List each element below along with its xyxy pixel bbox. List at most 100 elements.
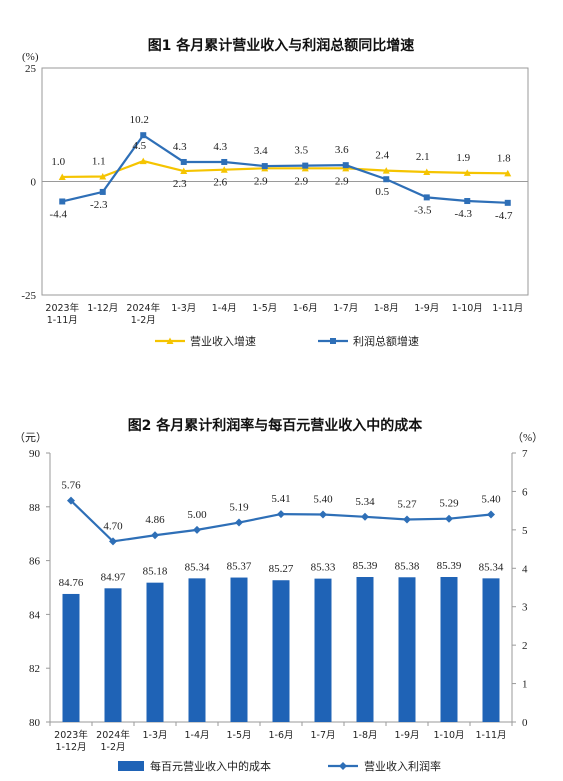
y-left-tick-label: 90 — [29, 448, 41, 460]
y-right-tick-label: 4 — [522, 563, 528, 575]
cost-bar-label: 85.39 — [353, 560, 378, 572]
profit-growth-point — [342, 162, 349, 169]
revenue-growth-label: 1.1 — [92, 156, 106, 168]
y-tick-label: -25 — [21, 290, 36, 302]
profit-growth-label: 4.3 — [213, 141, 227, 153]
profit-margin-point — [445, 514, 453, 523]
x-tick-label: 1-9月 — [394, 730, 419, 741]
profit-margin-point — [109, 537, 117, 546]
cost-bar-label: 84.76 — [59, 577, 84, 589]
x-tick-label: 1-8月 — [374, 303, 399, 314]
profit-growth-point — [504, 199, 511, 206]
legend-label-revenue-growth: 营业收入增速 — [190, 334, 256, 348]
y-left-axis-unit: （元） — [14, 431, 47, 444]
y-right-tick-label: 0 — [522, 717, 528, 729]
profit-growth-point — [221, 158, 228, 165]
y-right-tick-label: 1 — [522, 679, 528, 691]
profit-margin-point — [235, 518, 243, 527]
x-tick-label: 2024年 — [126, 302, 160, 314]
profit-margin-point — [277, 510, 285, 519]
x-tick-label: 1-11月 — [492, 303, 523, 314]
y-left-tick-label: 80 — [29, 717, 41, 729]
revenue-growth-point — [220, 166, 228, 173]
chart-title: 图2 各月累计利润率与每百元营业收入中的成本 — [128, 417, 424, 434]
y-right-tick-label: 2 — [522, 640, 528, 652]
x-tick-label: 1-5月 — [226, 730, 251, 741]
x-tick-label: 1-11月 — [475, 730, 506, 741]
profit-margin-label: 4.70 — [103, 520, 123, 532]
x-tick-label: 1-9月 — [414, 303, 439, 314]
revenue-growth-label: 1.8 — [497, 152, 511, 164]
revenue-growth-point — [58, 173, 66, 180]
cost-bar-label: 84.97 — [101, 571, 126, 583]
y-tick-label: 25 — [25, 63, 37, 75]
revenue-growth-point — [99, 173, 107, 180]
legend-label-profit-margin: 营业收入利润率 — [364, 759, 441, 773]
revenue-growth-label: 2.3 — [173, 178, 187, 190]
y-right-tick-label: 7 — [522, 448, 528, 460]
revenue-growth-point — [504, 169, 512, 177]
x-tick-label: 1-4月 — [184, 730, 209, 741]
x-tick-label: 1-12月 — [55, 742, 86, 753]
cost-bar-label: 85.34 — [185, 561, 210, 573]
series-line-profit-margin — [70, 499, 492, 543]
x-tick-label: 1-4月 — [212, 303, 237, 314]
x-tick-label: 1-10月 — [452, 303, 483, 314]
chart-profit-margin-cost: 图2 各月累计利润率与每百元营业收入中的成本 （元） （%） 90 88 86 84 82 80… — [14, 417, 543, 773]
cost-bar-label: 85.37 — [227, 561, 252, 573]
profit-growth-point — [383, 176, 390, 183]
x-tick-label: 1-6月 — [293, 303, 318, 314]
profit-margin-label: 5.29 — [439, 498, 459, 510]
profit-growth-point — [140, 132, 147, 139]
revenue-growth-point — [180, 167, 188, 175]
profit-margin-label: 5.41 — [271, 493, 290, 505]
y-left-tick-label: 88 — [29, 502, 41, 514]
profit-growth-label: 3.5 — [294, 145, 308, 157]
revenue-growth-label: 1.9 — [456, 152, 470, 164]
revenue-growth-label: 2.9 — [254, 175, 268, 187]
x-tick-label: 2024年 — [96, 729, 130, 741]
profit-growth-label: 3.4 — [254, 145, 268, 157]
legend-label-profit-growth: 利润总额增速 — [353, 334, 419, 348]
x-tick-label: 1-7月 — [310, 730, 335, 741]
revenue-growth-point — [463, 169, 471, 176]
cost-bar — [482, 578, 500, 722]
revenue-growth-label: 2.9 — [335, 175, 349, 187]
y-right-tick-label: 5 — [522, 525, 528, 537]
x-tick-label: 1-5月 — [252, 303, 277, 314]
y-tick-label: 0 — [31, 177, 37, 189]
x-tick-label: 1-11月 — [47, 315, 78, 326]
x-tick-label: 1-2月 — [100, 742, 125, 753]
y-right-axis-unit: （%） — [512, 431, 543, 444]
revenue-growth-point — [382, 167, 390, 174]
cost-bar — [272, 580, 290, 722]
revenue-growth-label: 1.0 — [51, 156, 65, 168]
series-line-revenue-growth — [62, 159, 508, 179]
revenue-growth-label: 2.6 — [213, 177, 227, 189]
profit-growth-label: -4.7 — [495, 210, 513, 222]
profit-growth-point — [302, 162, 309, 169]
profit-margin-point — [487, 510, 495, 519]
chart-title: 图1 各月累计营业收入与利润总额同比增速 — [148, 37, 415, 54]
chart-profit-revenue-growth: 图1 各月累计营业收入与利润总额同比增速(%)250-252023年1-11月1… — [21, 37, 529, 348]
cost-bar — [146, 582, 164, 722]
x-tick-label: 1-7月 — [333, 303, 358, 314]
profit-growth-point — [261, 163, 268, 170]
cost-bar — [440, 577, 458, 722]
profit-margin-point — [403, 515, 411, 524]
cost-bar — [104, 588, 122, 722]
profit-growth-label: 4.3 — [173, 141, 187, 153]
profit-margin-point — [67, 496, 75, 505]
cost-bar-label: 85.34 — [479, 561, 504, 573]
revenue-growth-label: 2.1 — [416, 151, 430, 163]
y-left-tick-label: 86 — [29, 556, 41, 568]
profit-growth-label: 10.2 — [130, 114, 149, 126]
revenue-growth-label: 4.5 — [132, 140, 146, 152]
cost-bar — [356, 577, 374, 722]
cost-bar — [314, 578, 332, 722]
x-tick-label: 1-3月 — [142, 730, 167, 741]
profit-margin-point — [319, 510, 327, 519]
profit-growth-point — [464, 198, 471, 205]
revenue-growth-point — [139, 157, 147, 165]
